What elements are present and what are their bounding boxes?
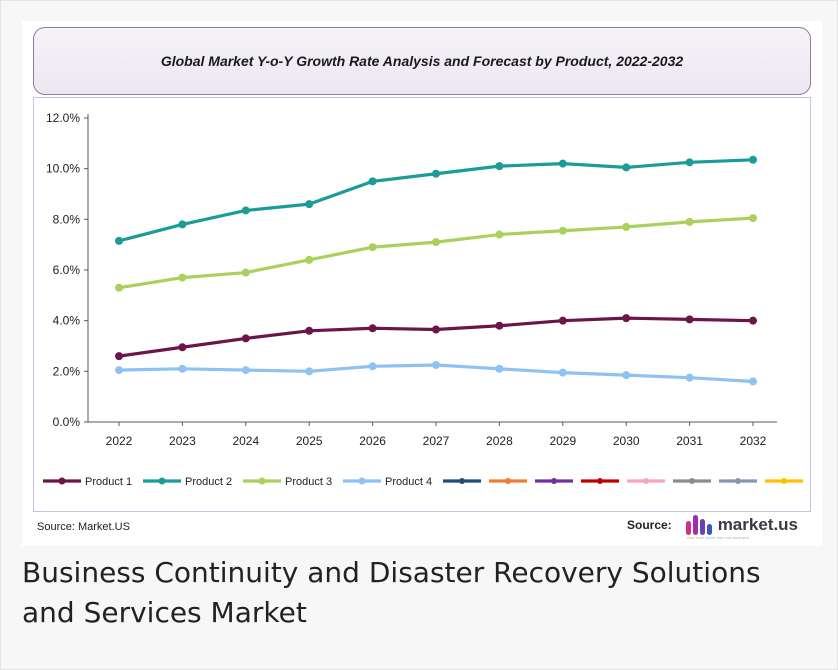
legend-swatch-marker: [597, 478, 603, 484]
data-point-product-3: [495, 230, 504, 239]
data-point-product-1: [178, 343, 187, 352]
data-point-product-2: [558, 159, 567, 168]
data-point-product-1: [495, 321, 504, 330]
y-tick-label: 2.0%: [53, 364, 81, 378]
data-point-product-1: [305, 326, 314, 335]
x-tick-label: 2031: [676, 434, 703, 448]
data-point-product-4: [368, 362, 377, 371]
logo-tagline: ONE STOP SHOP FOR THE REPORTS: [687, 536, 750, 540]
data-point-product-1: [622, 314, 631, 323]
legend-swatch-marker: [258, 477, 266, 485]
x-tick-label: 2023: [169, 434, 196, 448]
source-label: Source:: [627, 518, 672, 532]
data-point-product-4: [685, 373, 694, 382]
data-point-product-3: [241, 268, 250, 277]
data-point-product-2: [241, 206, 250, 215]
data-point-product-4: [622, 371, 631, 380]
legend-swatch-marker: [158, 477, 166, 485]
chart-title: Global Market Y-o-Y Growth Rate Analysis…: [160, 53, 684, 69]
y-tick-label: 8.0%: [53, 212, 81, 226]
data-point-product-3: [685, 217, 694, 226]
data-point-product-1: [432, 325, 440, 334]
data-point-product-1: [685, 315, 694, 324]
x-tick-label: 2022: [106, 434, 133, 448]
series-line-product-3: [118, 216, 754, 290]
legend-swatch-marker: [643, 478, 649, 484]
data-point-product-4: [241, 366, 250, 375]
legend-swatch-marker: [58, 477, 66, 485]
data-point-product-2: [115, 236, 123, 245]
data-point-product-2: [749, 155, 757, 164]
data-point-product-4: [305, 367, 314, 376]
plot-area-border: [33, 97, 811, 512]
data-point-product-1: [368, 324, 377, 333]
x-tick-label: 2028: [486, 434, 513, 448]
data-point-product-4: [432, 361, 440, 369]
data-point-product-3: [622, 222, 631, 231]
legend-swatch-marker: [505, 478, 511, 484]
legend-label: Product 1: [85, 476, 132, 488]
legend-swatch-marker: [459, 478, 465, 484]
legend-swatch-marker: [358, 477, 366, 485]
series-line-product-1: [118, 316, 754, 358]
market-us-logo-icon: [685, 515, 712, 535]
data-point-product-4: [558, 368, 567, 377]
legend-swatch-marker: [735, 478, 741, 484]
data-point-product-2: [622, 163, 631, 172]
chart-title-box: Global Market Y-o-Y Growth Rate Analysis…: [33, 27, 811, 95]
x-tick-label: 2025: [296, 434, 323, 448]
data-point-product-1: [558, 316, 567, 325]
legend-swatch-marker: [551, 478, 557, 484]
data-point-product-3: [305, 255, 314, 264]
data-point-product-2: [432, 169, 440, 178]
data-point-product-1: [241, 334, 250, 343]
data-point-product-3: [749, 214, 757, 223]
data-point-product-1: [115, 352, 123, 361]
data-point-product-3: [178, 273, 187, 282]
data-point-product-3: [432, 238, 440, 247]
y-tick-label: 4.0%: [53, 314, 81, 328]
x-tick-label: 2024: [232, 434, 259, 448]
data-point-product-4: [115, 366, 123, 375]
data-point-product-2: [368, 177, 377, 186]
x-tick-label: 2032: [740, 434, 767, 448]
legend-label: Product 2: [185, 476, 232, 488]
y-tick-label: 12.0%: [46, 111, 80, 125]
chart-figure: Global Market Y-o-Y Growth Rate Analysis…: [22, 21, 822, 546]
data-point-product-4: [749, 377, 757, 386]
data-point-product-3: [368, 243, 377, 252]
caption-title[interactable]: Business Continuity and Disaster Recover…: [22, 556, 761, 629]
legend-swatch-marker: [689, 478, 695, 484]
data-point-product-1: [749, 316, 757, 325]
legend-label: Product 3: [285, 476, 332, 488]
x-tick-label: 2027: [423, 434, 450, 448]
source-note: Source: Market.US: [37, 521, 130, 533]
y-tick-label: 0.0%: [53, 415, 81, 429]
data-point-product-2: [305, 200, 314, 209]
line-chart: 0.0% 2.0% 4.0% 6.0% 8.0% 10.0% 12.0% 2022 2023 20…: [43, 111, 803, 488]
logo-text: market.us: [717, 515, 799, 534]
data-point-product-2: [178, 220, 187, 229]
data-point-product-2: [495, 162, 504, 171]
x-tick-label: 2030: [613, 434, 640, 448]
legend-swatch-marker: [781, 478, 787, 484]
data-point-product-4: [495, 364, 504, 373]
y-tick-label: 10.0%: [46, 162, 80, 176]
data-point-product-2: [685, 158, 694, 167]
y-tick-label: 6.0%: [53, 263, 81, 277]
data-point-product-4: [178, 364, 187, 373]
data-point-product-3: [115, 283, 123, 292]
legend-label: Product 4: [385, 476, 432, 488]
x-tick-label: 2029: [549, 434, 576, 448]
source-logo: Source: market.us ONE STOP SHOP FOR THE …: [627, 512, 799, 540]
data-point-product-3: [558, 226, 567, 235]
x-tick-label: 2026: [359, 434, 386, 448]
